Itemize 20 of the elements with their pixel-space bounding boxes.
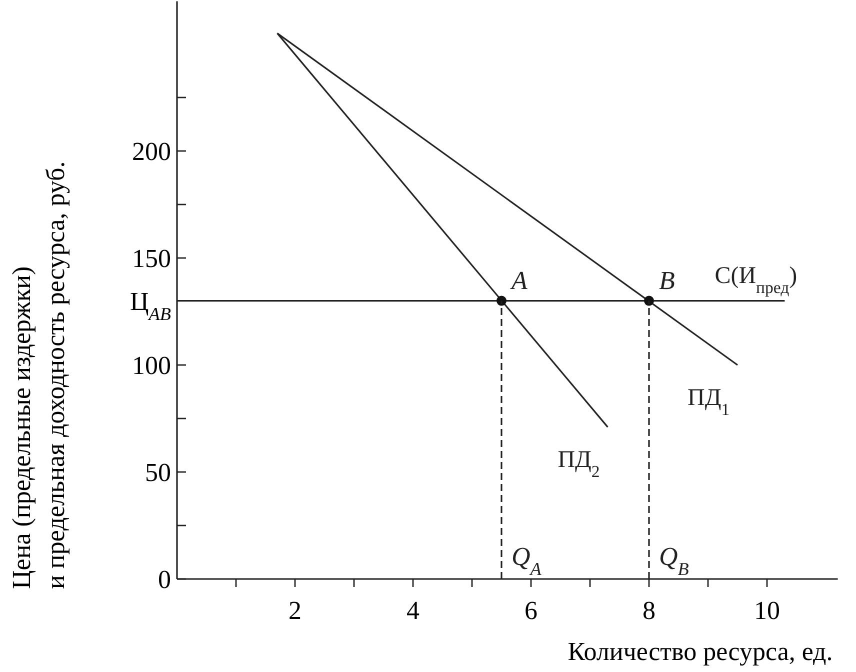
y-axis-title: Цена (предельные издержки) и предельная доходность ресурса, руб. [7,161,70,589]
x-axis-title: Количество ресурса, ед. [568,637,833,666]
data-label: Q$_{B}$ [659,542,689,579]
x-tick-label: 10 [754,596,780,625]
data-label: B [659,266,675,295]
y-tick-label: 50 [145,458,171,487]
series-label: ПД$_{2}$ [558,447,600,481]
series-label: ПД$_{1}$ [688,385,730,418]
y-tick-label: 150 [132,244,171,273]
y-tick-label: Ц$_{AB}$ [130,286,171,324]
data-label: Q$_{A}$ [512,542,542,579]
data-label: A [510,266,528,295]
y-tick-label: 100 [132,351,171,380]
x-tick-label: 2 [288,596,302,625]
series-label: С(И$_{пред}$) [714,262,798,296]
x-tick-label: 4 [406,596,420,625]
x-tick-label: 6 [524,596,538,625]
x-tick-label: 8 [642,596,656,625]
y-tick-label: 0 [158,565,171,594]
y-tick-label: 200 [132,137,171,166]
